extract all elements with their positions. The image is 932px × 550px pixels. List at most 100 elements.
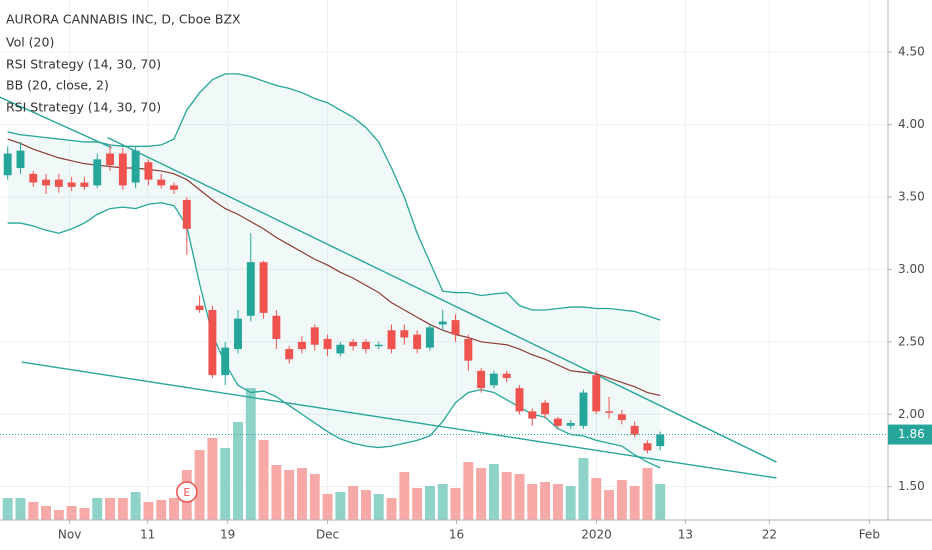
candle-body xyxy=(131,150,140,183)
candle-body xyxy=(400,330,409,338)
candle-body xyxy=(182,199,191,229)
bb-upper xyxy=(7,73,661,321)
event-label: E xyxy=(183,486,190,499)
event-marker xyxy=(176,481,198,503)
candle-body xyxy=(566,422,575,426)
volume-bar xyxy=(527,484,538,520)
candle-body xyxy=(144,162,153,180)
x-tick-label: Nov xyxy=(58,528,81,542)
candle-body xyxy=(425,327,434,348)
volume-bar xyxy=(604,490,615,520)
candle-body xyxy=(541,402,550,415)
volume-bar xyxy=(335,492,346,520)
volume-bar xyxy=(578,458,589,520)
candle-body xyxy=(259,262,268,313)
candle-body xyxy=(413,334,422,350)
candle-body xyxy=(246,262,255,316)
candle-body xyxy=(323,338,332,350)
y-tick-label: 2.50 xyxy=(898,334,925,348)
candle-body xyxy=(387,330,396,350)
volume-bar xyxy=(2,498,13,520)
y-tick-label: 3.00 xyxy=(898,262,925,276)
indicator-label: RSI Strategy (14, 30, 70) xyxy=(6,100,161,115)
x-tick-label: Dec xyxy=(316,528,339,542)
candle-body xyxy=(592,375,601,412)
candle-body xyxy=(80,182,89,187)
x-tick-label: 22 xyxy=(762,528,777,542)
indicator-label: BB (20, close, 2) xyxy=(6,78,109,93)
volume-bar xyxy=(386,498,397,520)
y-tick-label: 1.50 xyxy=(898,479,925,493)
candle-body xyxy=(617,414,626,421)
candle-body xyxy=(221,347,230,376)
candle-body xyxy=(605,411,614,413)
volume-bar xyxy=(130,492,141,520)
volume-bar xyxy=(271,465,282,520)
candle-body xyxy=(515,388,524,412)
volume-bar xyxy=(463,462,474,520)
candle-body xyxy=(106,153,115,166)
candle-body xyxy=(208,309,217,376)
x-tick-label: 11 xyxy=(140,528,155,542)
volume-bar xyxy=(79,508,90,520)
trendline xyxy=(21,361,777,479)
candle-body xyxy=(170,185,178,190)
symbol-title: AURORA CANNABIS INC, D, Cboe BZX xyxy=(6,12,241,27)
volume-bar xyxy=(156,500,167,520)
candle-body xyxy=(16,150,25,169)
x-tick-label: Feb xyxy=(859,528,880,542)
volume-bar xyxy=(642,468,653,520)
volume-bar xyxy=(424,486,435,520)
candle-body xyxy=(336,344,345,354)
x-tick-label: 16 xyxy=(449,528,464,542)
candle-body xyxy=(361,341,370,350)
volume-bar xyxy=(476,468,487,520)
y-tick-label: 4.50 xyxy=(898,45,925,59)
x-tick-label: 19 xyxy=(220,528,235,542)
volume-bar xyxy=(309,474,320,520)
candle-body xyxy=(374,344,383,347)
bb-lower xyxy=(7,202,661,469)
candle-body xyxy=(272,315,281,339)
volume-bar xyxy=(399,472,410,520)
volume-bar xyxy=(258,440,269,520)
candle-body xyxy=(234,318,242,350)
grid xyxy=(0,0,888,520)
band-fill xyxy=(7,73,661,468)
y-tick-label: 2.00 xyxy=(898,407,925,421)
candle-body xyxy=(489,373,498,386)
volume-bar xyxy=(488,464,499,520)
candle-body xyxy=(656,434,665,447)
candle-body xyxy=(54,179,63,187)
candle-body xyxy=(464,338,473,361)
volume-bar xyxy=(194,450,205,520)
indicator-label: RSI Strategy (14, 30, 70) xyxy=(6,57,161,72)
bb-basis xyxy=(7,138,661,397)
volume-bar xyxy=(233,422,243,520)
candle-body xyxy=(477,370,486,389)
volume-bar xyxy=(220,448,231,520)
candle-body xyxy=(310,327,319,345)
volume-bar xyxy=(15,498,26,520)
volume-bar xyxy=(322,494,333,520)
candle-body xyxy=(502,373,511,379)
candle-body xyxy=(630,425,639,435)
y-tick-label: 4.00 xyxy=(898,117,925,131)
candle-body xyxy=(298,341,306,350)
volume-bar xyxy=(552,484,563,520)
candle-body xyxy=(67,182,76,187)
volume-bar xyxy=(360,490,371,520)
legend: AURORA CANNABIS INC, D, Cboe BZX Vol (20… xyxy=(6,12,241,115)
volume-bar xyxy=(284,470,295,520)
candle-body xyxy=(528,411,537,419)
trendline xyxy=(0,96,112,149)
volume-bar xyxy=(117,498,128,520)
candle-body xyxy=(93,159,102,186)
volume-bar xyxy=(540,482,551,520)
plot xyxy=(0,73,777,520)
volume-bar xyxy=(591,478,602,520)
candle-body xyxy=(349,341,358,347)
trendline xyxy=(107,136,777,463)
last-price-label: 1.86 xyxy=(898,427,925,441)
